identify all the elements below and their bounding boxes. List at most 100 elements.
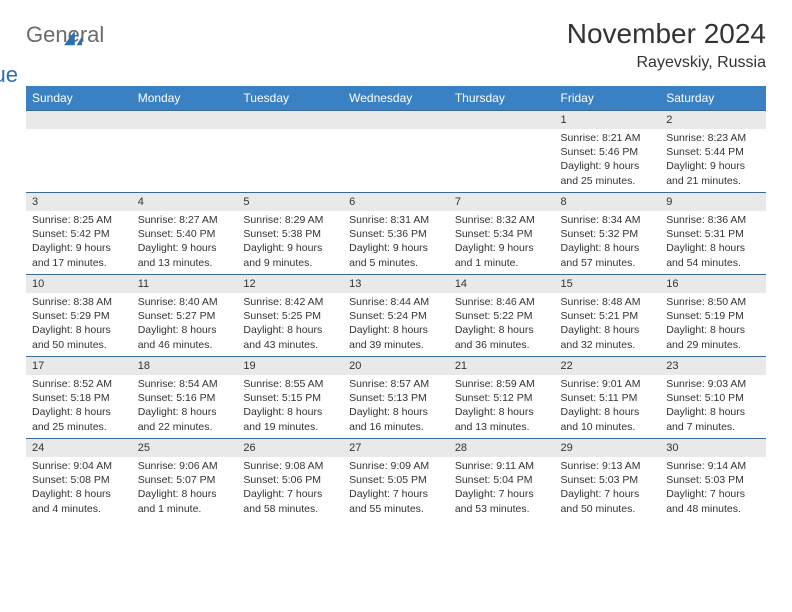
day-details: Sunrise: 8:54 AMSunset: 5:16 PMDaylight:…	[132, 375, 238, 438]
calendar-cell: 7Sunrise: 8:32 AMSunset: 5:34 PMDaylight…	[449, 193, 555, 275]
calendar-cell: 23Sunrise: 9:03 AMSunset: 5:10 PMDayligh…	[660, 357, 766, 439]
day-details: Sunrise: 9:03 AMSunset: 5:10 PMDaylight:…	[660, 375, 766, 438]
calendar-cell: 20Sunrise: 8:57 AMSunset: 5:13 PMDayligh…	[343, 357, 449, 439]
day-details: Sunrise: 8:55 AMSunset: 5:15 PMDaylight:…	[237, 375, 343, 438]
day-details: Sunrise: 8:46 AMSunset: 5:22 PMDaylight:…	[449, 293, 555, 356]
day-details: Sunrise: 8:34 AMSunset: 5:32 PMDaylight:…	[555, 211, 661, 274]
day-details: Sunrise: 8:21 AMSunset: 5:46 PMDaylight:…	[555, 129, 661, 192]
day-number: 10	[26, 275, 132, 293]
day-number: 29	[555, 439, 661, 457]
calendar-cell: 11Sunrise: 8:40 AMSunset: 5:27 PMDayligh…	[132, 275, 238, 357]
page-title: November 2024	[567, 18, 766, 50]
day-details: Sunrise: 8:27 AMSunset: 5:40 PMDaylight:…	[132, 211, 238, 274]
calendar-cell: 29Sunrise: 9:13 AMSunset: 5:03 PMDayligh…	[555, 439, 661, 521]
day-number: 4	[132, 193, 238, 211]
day-number: 11	[132, 275, 238, 293]
weekday-header: Sunday	[26, 86, 132, 111]
logo-sail-icon	[62, 29, 84, 47]
day-number: 30	[660, 439, 766, 457]
calendar-cell: 18Sunrise: 8:54 AMSunset: 5:16 PMDayligh…	[132, 357, 238, 439]
calendar-cell: 21Sunrise: 8:59 AMSunset: 5:12 PMDayligh…	[449, 357, 555, 439]
calendar-cell: 6Sunrise: 8:31 AMSunset: 5:36 PMDaylight…	[343, 193, 449, 275]
weekday-header: Monday	[132, 86, 238, 111]
empty-day-strip	[449, 111, 555, 129]
calendar-cell: 19Sunrise: 8:55 AMSunset: 5:15 PMDayligh…	[237, 357, 343, 439]
calendar-cell: 17Sunrise: 8:52 AMSunset: 5:18 PMDayligh…	[26, 357, 132, 439]
empty-day-strip	[237, 111, 343, 129]
day-details: Sunrise: 8:42 AMSunset: 5:25 PMDaylight:…	[237, 293, 343, 356]
calendar-cell	[132, 111, 238, 193]
day-details: Sunrise: 8:23 AMSunset: 5:44 PMDaylight:…	[660, 129, 766, 192]
day-number: 8	[555, 193, 661, 211]
calendar-cell: 2Sunrise: 8:23 AMSunset: 5:44 PMDaylight…	[660, 111, 766, 193]
day-details: Sunrise: 8:48 AMSunset: 5:21 PMDaylight:…	[555, 293, 661, 356]
day-details: Sunrise: 9:06 AMSunset: 5:07 PMDaylight:…	[132, 457, 238, 520]
day-details: Sunrise: 8:57 AMSunset: 5:13 PMDaylight:…	[343, 375, 449, 438]
day-number: 3	[26, 193, 132, 211]
day-details: Sunrise: 8:40 AMSunset: 5:27 PMDaylight:…	[132, 293, 238, 356]
day-number: 18	[132, 357, 238, 375]
day-number: 14	[449, 275, 555, 293]
calendar-cell: 9Sunrise: 8:36 AMSunset: 5:31 PMDaylight…	[660, 193, 766, 275]
day-number: 9	[660, 193, 766, 211]
calendar-cell: 8Sunrise: 8:34 AMSunset: 5:32 PMDaylight…	[555, 193, 661, 275]
calendar-cell: 22Sunrise: 9:01 AMSunset: 5:11 PMDayligh…	[555, 357, 661, 439]
empty-day-strip	[132, 111, 238, 129]
day-details: Sunrise: 8:59 AMSunset: 5:12 PMDaylight:…	[449, 375, 555, 438]
day-number: 23	[660, 357, 766, 375]
location-label: Rayevskiy, Russia	[567, 54, 766, 72]
day-details: Sunrise: 8:44 AMSunset: 5:24 PMDaylight:…	[343, 293, 449, 356]
calendar-cell: 4Sunrise: 8:27 AMSunset: 5:40 PMDaylight…	[132, 193, 238, 275]
day-number: 12	[237, 275, 343, 293]
day-details: Sunrise: 9:11 AMSunset: 5:04 PMDaylight:…	[449, 457, 555, 520]
day-details: Sunrise: 8:25 AMSunset: 5:42 PMDaylight:…	[26, 211, 132, 274]
weekday-header: Tuesday	[237, 86, 343, 111]
calendar-cell	[237, 111, 343, 193]
day-number: 20	[343, 357, 449, 375]
calendar-cell: 16Sunrise: 8:50 AMSunset: 5:19 PMDayligh…	[660, 275, 766, 357]
calendar-cell: 24Sunrise: 9:04 AMSunset: 5:08 PMDayligh…	[26, 439, 132, 521]
day-details: Sunrise: 8:29 AMSunset: 5:38 PMDaylight:…	[237, 211, 343, 274]
day-number: 1	[555, 111, 661, 129]
header: General Blue November 2024 Rayevskiy, Ru…	[26, 18, 766, 72]
calendar-cell: 1Sunrise: 8:21 AMSunset: 5:46 PMDaylight…	[555, 111, 661, 193]
day-number: 15	[555, 275, 661, 293]
day-number: 6	[343, 193, 449, 211]
day-details: Sunrise: 8:50 AMSunset: 5:19 PMDaylight:…	[660, 293, 766, 356]
day-details: Sunrise: 8:52 AMSunset: 5:18 PMDaylight:…	[26, 375, 132, 438]
day-details: Sunrise: 8:36 AMSunset: 5:31 PMDaylight:…	[660, 211, 766, 274]
day-details: Sunrise: 9:13 AMSunset: 5:03 PMDaylight:…	[555, 457, 661, 520]
day-details: Sunrise: 8:31 AMSunset: 5:36 PMDaylight:…	[343, 211, 449, 274]
weekday-header: Wednesday	[343, 86, 449, 111]
day-details: Sunrise: 9:08 AMSunset: 5:06 PMDaylight:…	[237, 457, 343, 520]
empty-day-strip	[343, 111, 449, 129]
calendar-cell: 28Sunrise: 9:11 AMSunset: 5:04 PMDayligh…	[449, 439, 555, 521]
day-number: 28	[449, 439, 555, 457]
day-details: Sunrise: 9:01 AMSunset: 5:11 PMDaylight:…	[555, 375, 661, 438]
logo: General Blue	[26, 24, 128, 68]
day-details: Sunrise: 9:04 AMSunset: 5:08 PMDaylight:…	[26, 457, 132, 520]
day-number: 17	[26, 357, 132, 375]
day-details: Sunrise: 8:38 AMSunset: 5:29 PMDaylight:…	[26, 293, 132, 356]
day-number: 21	[449, 357, 555, 375]
day-number: 24	[26, 439, 132, 457]
calendar-cell: 30Sunrise: 9:14 AMSunset: 5:03 PMDayligh…	[660, 439, 766, 521]
day-number: 22	[555, 357, 661, 375]
day-number: 27	[343, 439, 449, 457]
calendar-cell: 27Sunrise: 9:09 AMSunset: 5:05 PMDayligh…	[343, 439, 449, 521]
day-number: 19	[237, 357, 343, 375]
calendar-cell	[449, 111, 555, 193]
day-number: 25	[132, 439, 238, 457]
weekday-header: Saturday	[660, 86, 766, 111]
day-details: Sunrise: 9:14 AMSunset: 5:03 PMDaylight:…	[660, 457, 766, 520]
logo-text-blue: Blue	[0, 64, 52, 86]
day-number: 5	[237, 193, 343, 211]
calendar-cell: 15Sunrise: 8:48 AMSunset: 5:21 PMDayligh…	[555, 275, 661, 357]
calendar-cell: 12Sunrise: 8:42 AMSunset: 5:25 PMDayligh…	[237, 275, 343, 357]
day-number: 2	[660, 111, 766, 129]
day-number: 13	[343, 275, 449, 293]
day-number: 7	[449, 193, 555, 211]
calendar-cell: 13Sunrise: 8:44 AMSunset: 5:24 PMDayligh…	[343, 275, 449, 357]
day-details: Sunrise: 8:32 AMSunset: 5:34 PMDaylight:…	[449, 211, 555, 274]
calendar-cell: 3Sunrise: 8:25 AMSunset: 5:42 PMDaylight…	[26, 193, 132, 275]
